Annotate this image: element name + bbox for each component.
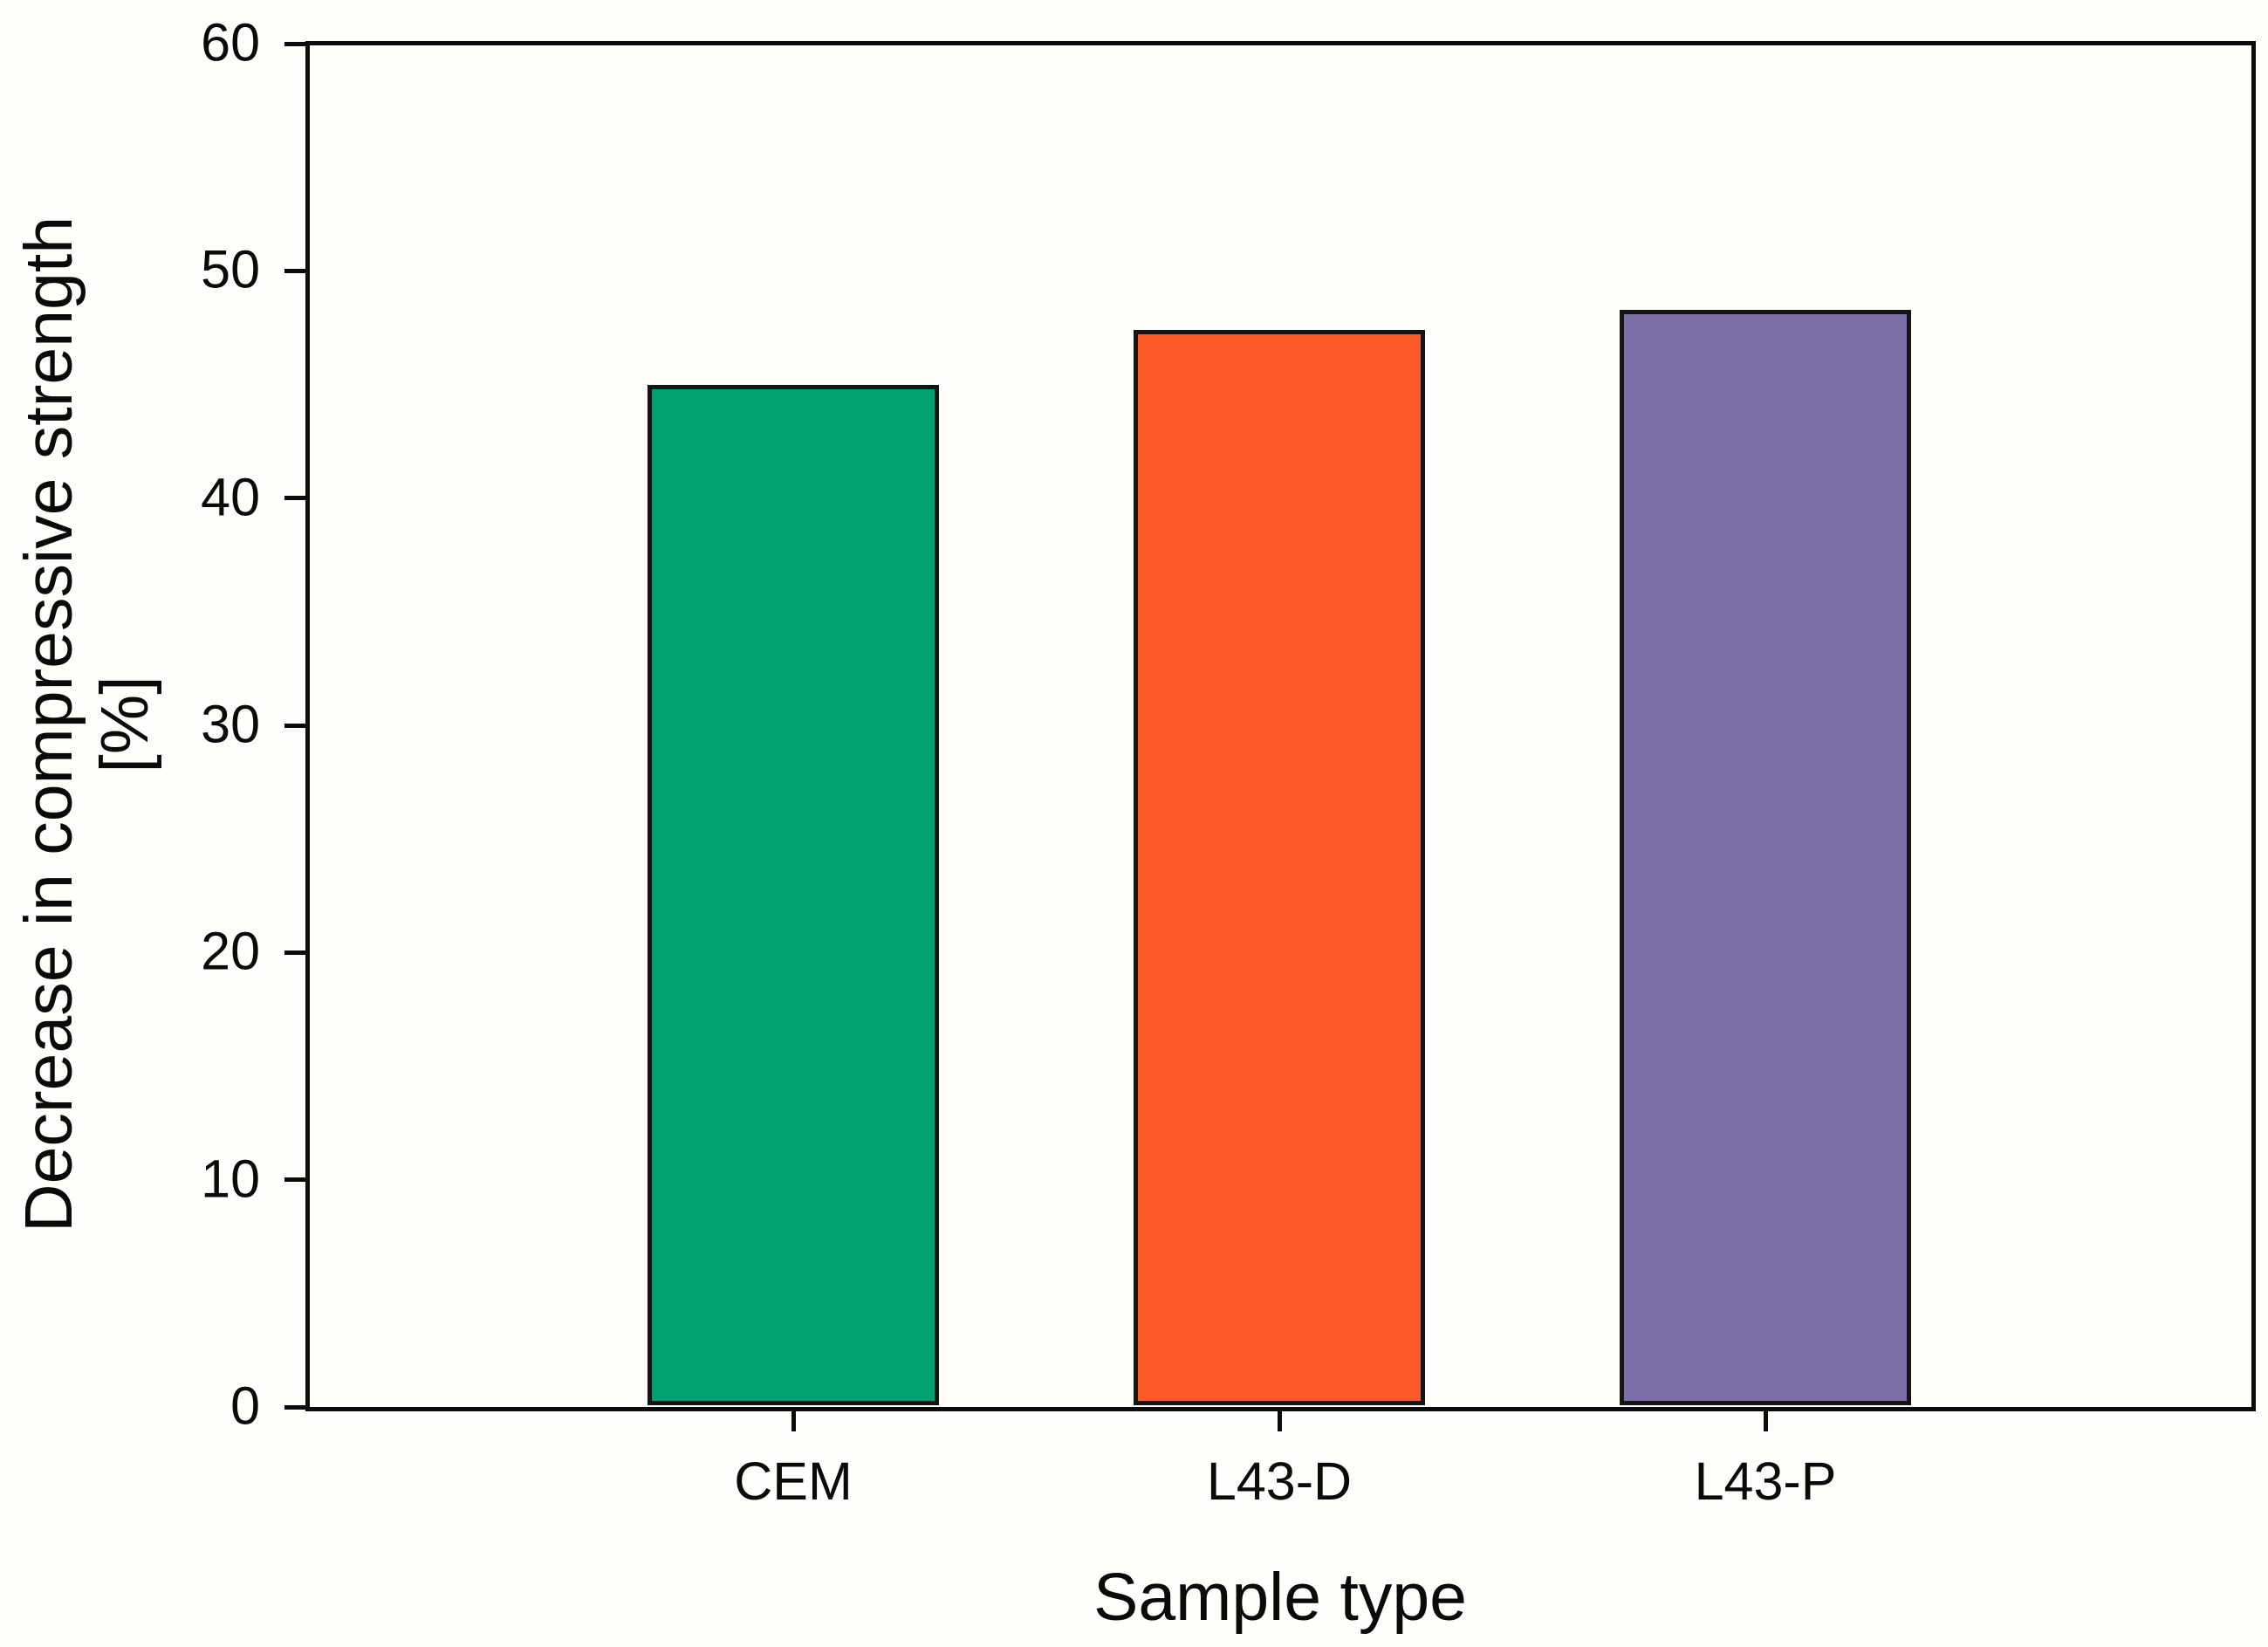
y-axis-title: Decrease in compressive strength [%]: [11, 216, 163, 1232]
x-axis-tick-CEM: [791, 1409, 796, 1431]
x-tick-label-CEM: CEM: [734, 1451, 853, 1511]
bar-L43-D: [1134, 330, 1425, 1405]
x-tick-label-L43-D: L43-D: [1206, 1451, 1353, 1511]
x-axis-title: Sample type: [1093, 1560, 1468, 1635]
y-axis-tick-0: [284, 1404, 308, 1410]
x-axis-tick-L43-P: [1763, 1409, 1768, 1431]
y-tick-label-60: 60: [201, 12, 260, 72]
bar-CEM: [648, 384, 939, 1405]
y-tick-label-40: 40: [201, 467, 260, 527]
y-axis-title-line2: [%]: [87, 676, 162, 773]
y-tick-label-30: 30: [201, 694, 260, 754]
y-tick-label-10: 10: [201, 1149, 260, 1209]
y-tick-label-20: 20: [201, 921, 260, 981]
bar-L43-P: [1620, 309, 1911, 1405]
y-tick-label-50: 50: [201, 239, 260, 299]
y-axis-tick-60: [284, 41, 308, 46]
y-axis-title-line1: Decrease in compressive strength: [11, 216, 86, 1233]
y-axis-tick-50: [284, 268, 308, 273]
y-axis-tick-20: [284, 950, 308, 955]
y-axis-tick-10: [284, 1177, 308, 1183]
x-tick-label-L43-P: L43-P: [1694, 1451, 1837, 1511]
x-axis-tick-L43-D: [1277, 1409, 1282, 1431]
y-tick-label-0: 0: [230, 1376, 260, 1436]
y-axis-tick-40: [284, 496, 308, 501]
y-axis-tick-30: [284, 723, 308, 728]
